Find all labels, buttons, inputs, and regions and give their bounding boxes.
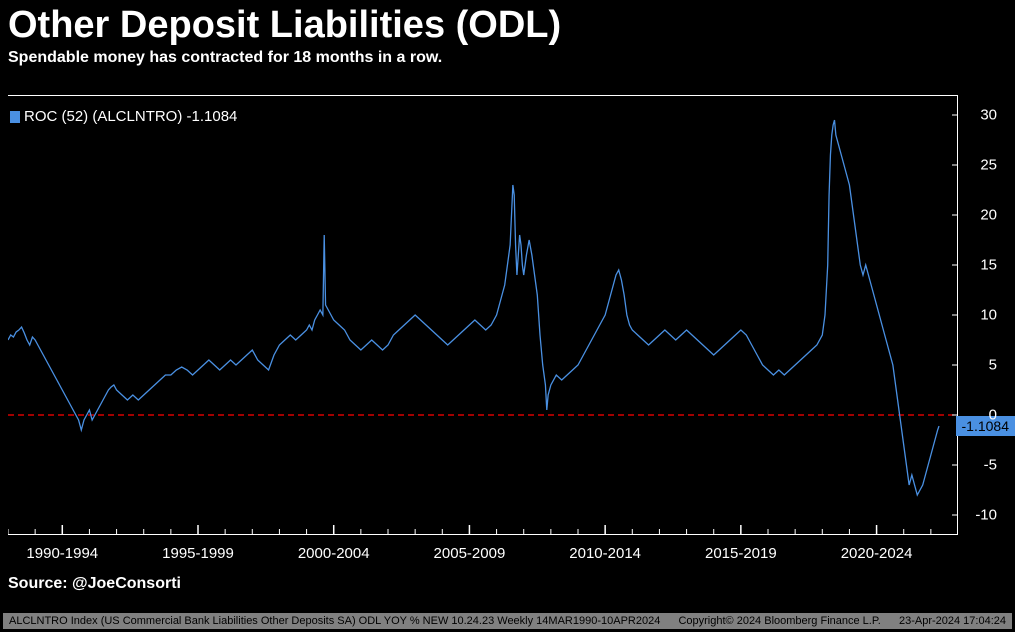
x-axis-label: 2010-2014	[569, 545, 641, 562]
x-axis-label: 2015-2019	[705, 545, 777, 562]
x-axis-label: 2000-2004	[298, 545, 370, 562]
footer-bar: ALCLNTRO Index (US Commercial Bank Liabi…	[3, 613, 1012, 629]
last-value-badge: -1.1084	[956, 416, 1015, 436]
x-axis-label: 1990-1994	[26, 545, 98, 562]
chart-title: Other Deposit Liabilities (ODL)	[0, 0, 1015, 47]
chart-subtitle: Spendable money has contracted for 18 mo…	[0, 47, 1015, 67]
footer-left: ALCLNTRO Index (US Commercial Bank Liabi…	[9, 615, 660, 627]
y-axis-label: -10	[975, 507, 997, 524]
y-axis-label: 15	[980, 257, 997, 274]
y-axis-label: 0	[989, 407, 997, 424]
x-axis-label: 2005-2009	[434, 545, 506, 562]
y-axis-label: -5	[984, 457, 997, 474]
footer-center: Copyright© 2024 Bloomberg Finance L.P.	[678, 615, 880, 627]
x-axis-label: 2020-2024	[841, 545, 913, 562]
footer-right: 23-Apr-2024 17:04:24	[899, 615, 1006, 627]
y-axis-label: 20	[980, 207, 997, 224]
y-axis-label: 10	[980, 307, 997, 324]
y-axis-label: 30	[980, 107, 997, 124]
y-axis-label: 25	[980, 157, 997, 174]
y-axis-label: 5	[989, 357, 997, 374]
line-chart	[8, 95, 958, 535]
x-axis-label: 1995-1999	[162, 545, 234, 562]
source-text: Source: @JoeConsorti	[8, 575, 181, 593]
